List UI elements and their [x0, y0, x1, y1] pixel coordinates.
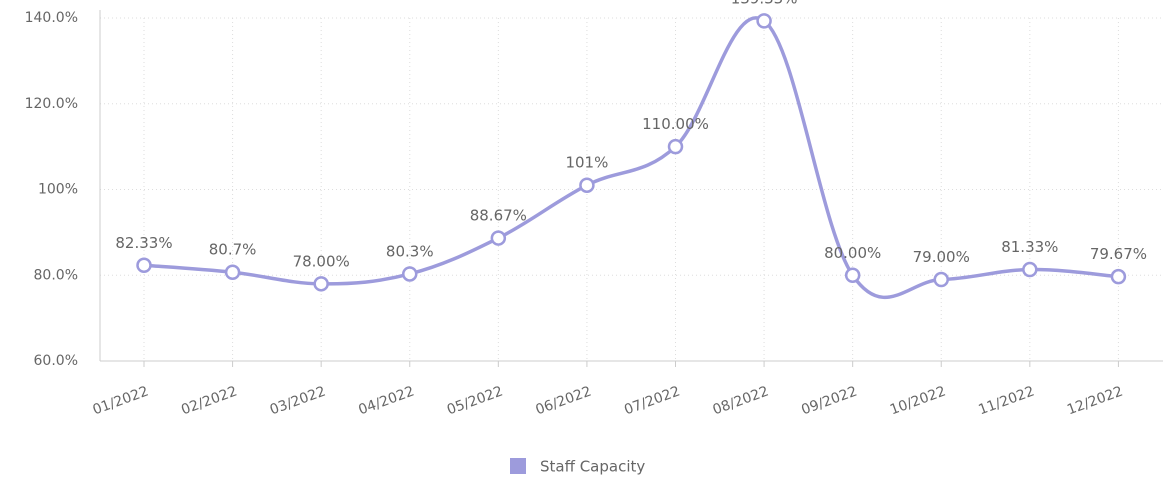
x-tick-label: 09/2022 — [799, 383, 859, 418]
y-tick-label: 60.0% — [34, 353, 78, 369]
point — [490, 230, 507, 246]
line — [143, 16, 1119, 300]
point — [579, 177, 595, 193]
x-tick-label: 06/2022 — [534, 383, 594, 418]
data-label: 81.33% — [1001, 238, 1058, 256]
data-label: 101% — [565, 154, 608, 172]
x-tick-label: 04/2022 — [356, 383, 416, 418]
y-tick-label: 140.0% — [25, 10, 78, 26]
x-tick-label: 12/2022 — [1065, 383, 1125, 418]
data-label: 78.00% — [293, 252, 350, 270]
y-tick-label: 80.0% — [34, 267, 78, 283]
data-label: 110.00% — [642, 115, 709, 133]
point — [1022, 261, 1038, 278]
point — [933, 271, 949, 288]
data-label: 82.33% — [115, 234, 172, 252]
y-tick-label: 120.0% — [25, 96, 78, 112]
data-label: 79.00% — [913, 248, 970, 266]
data-label: 139.33% — [731, 0, 798, 7]
data-label: 79.67% — [1090, 245, 1147, 263]
data-label: 80.7% — [209, 241, 257, 259]
x-tick-label: 02/2022 — [179, 383, 239, 418]
x-tick-label: 03/2022 — [268, 383, 328, 418]
point — [756, 13, 772, 29]
point — [844, 267, 861, 283]
point — [224, 264, 241, 280]
data-label: 88.67% — [470, 207, 527, 225]
point — [402, 266, 418, 282]
y-tick-label: 100% — [38, 182, 78, 198]
legend-swatch — [510, 458, 526, 474]
x-tick-label: 07/2022 — [622, 383, 682, 418]
data-label: 80.00% — [824, 244, 881, 262]
x-tick-label: 08/2022 — [711, 383, 771, 418]
legend-label: Staff Capacity — [540, 458, 645, 476]
x-tick-label: 11/2022 — [976, 383, 1036, 418]
x-tick-label: 10/2022 — [888, 383, 948, 418]
point — [136, 257, 152, 274]
point — [313, 276, 329, 292]
point — [1110, 268, 1127, 285]
point — [667, 138, 684, 155]
x-tick-label: 01/2022 — [91, 383, 151, 418]
x-tick-label: 05/2022 — [445, 383, 505, 418]
data-label: 80.3% — [386, 242, 434, 260]
